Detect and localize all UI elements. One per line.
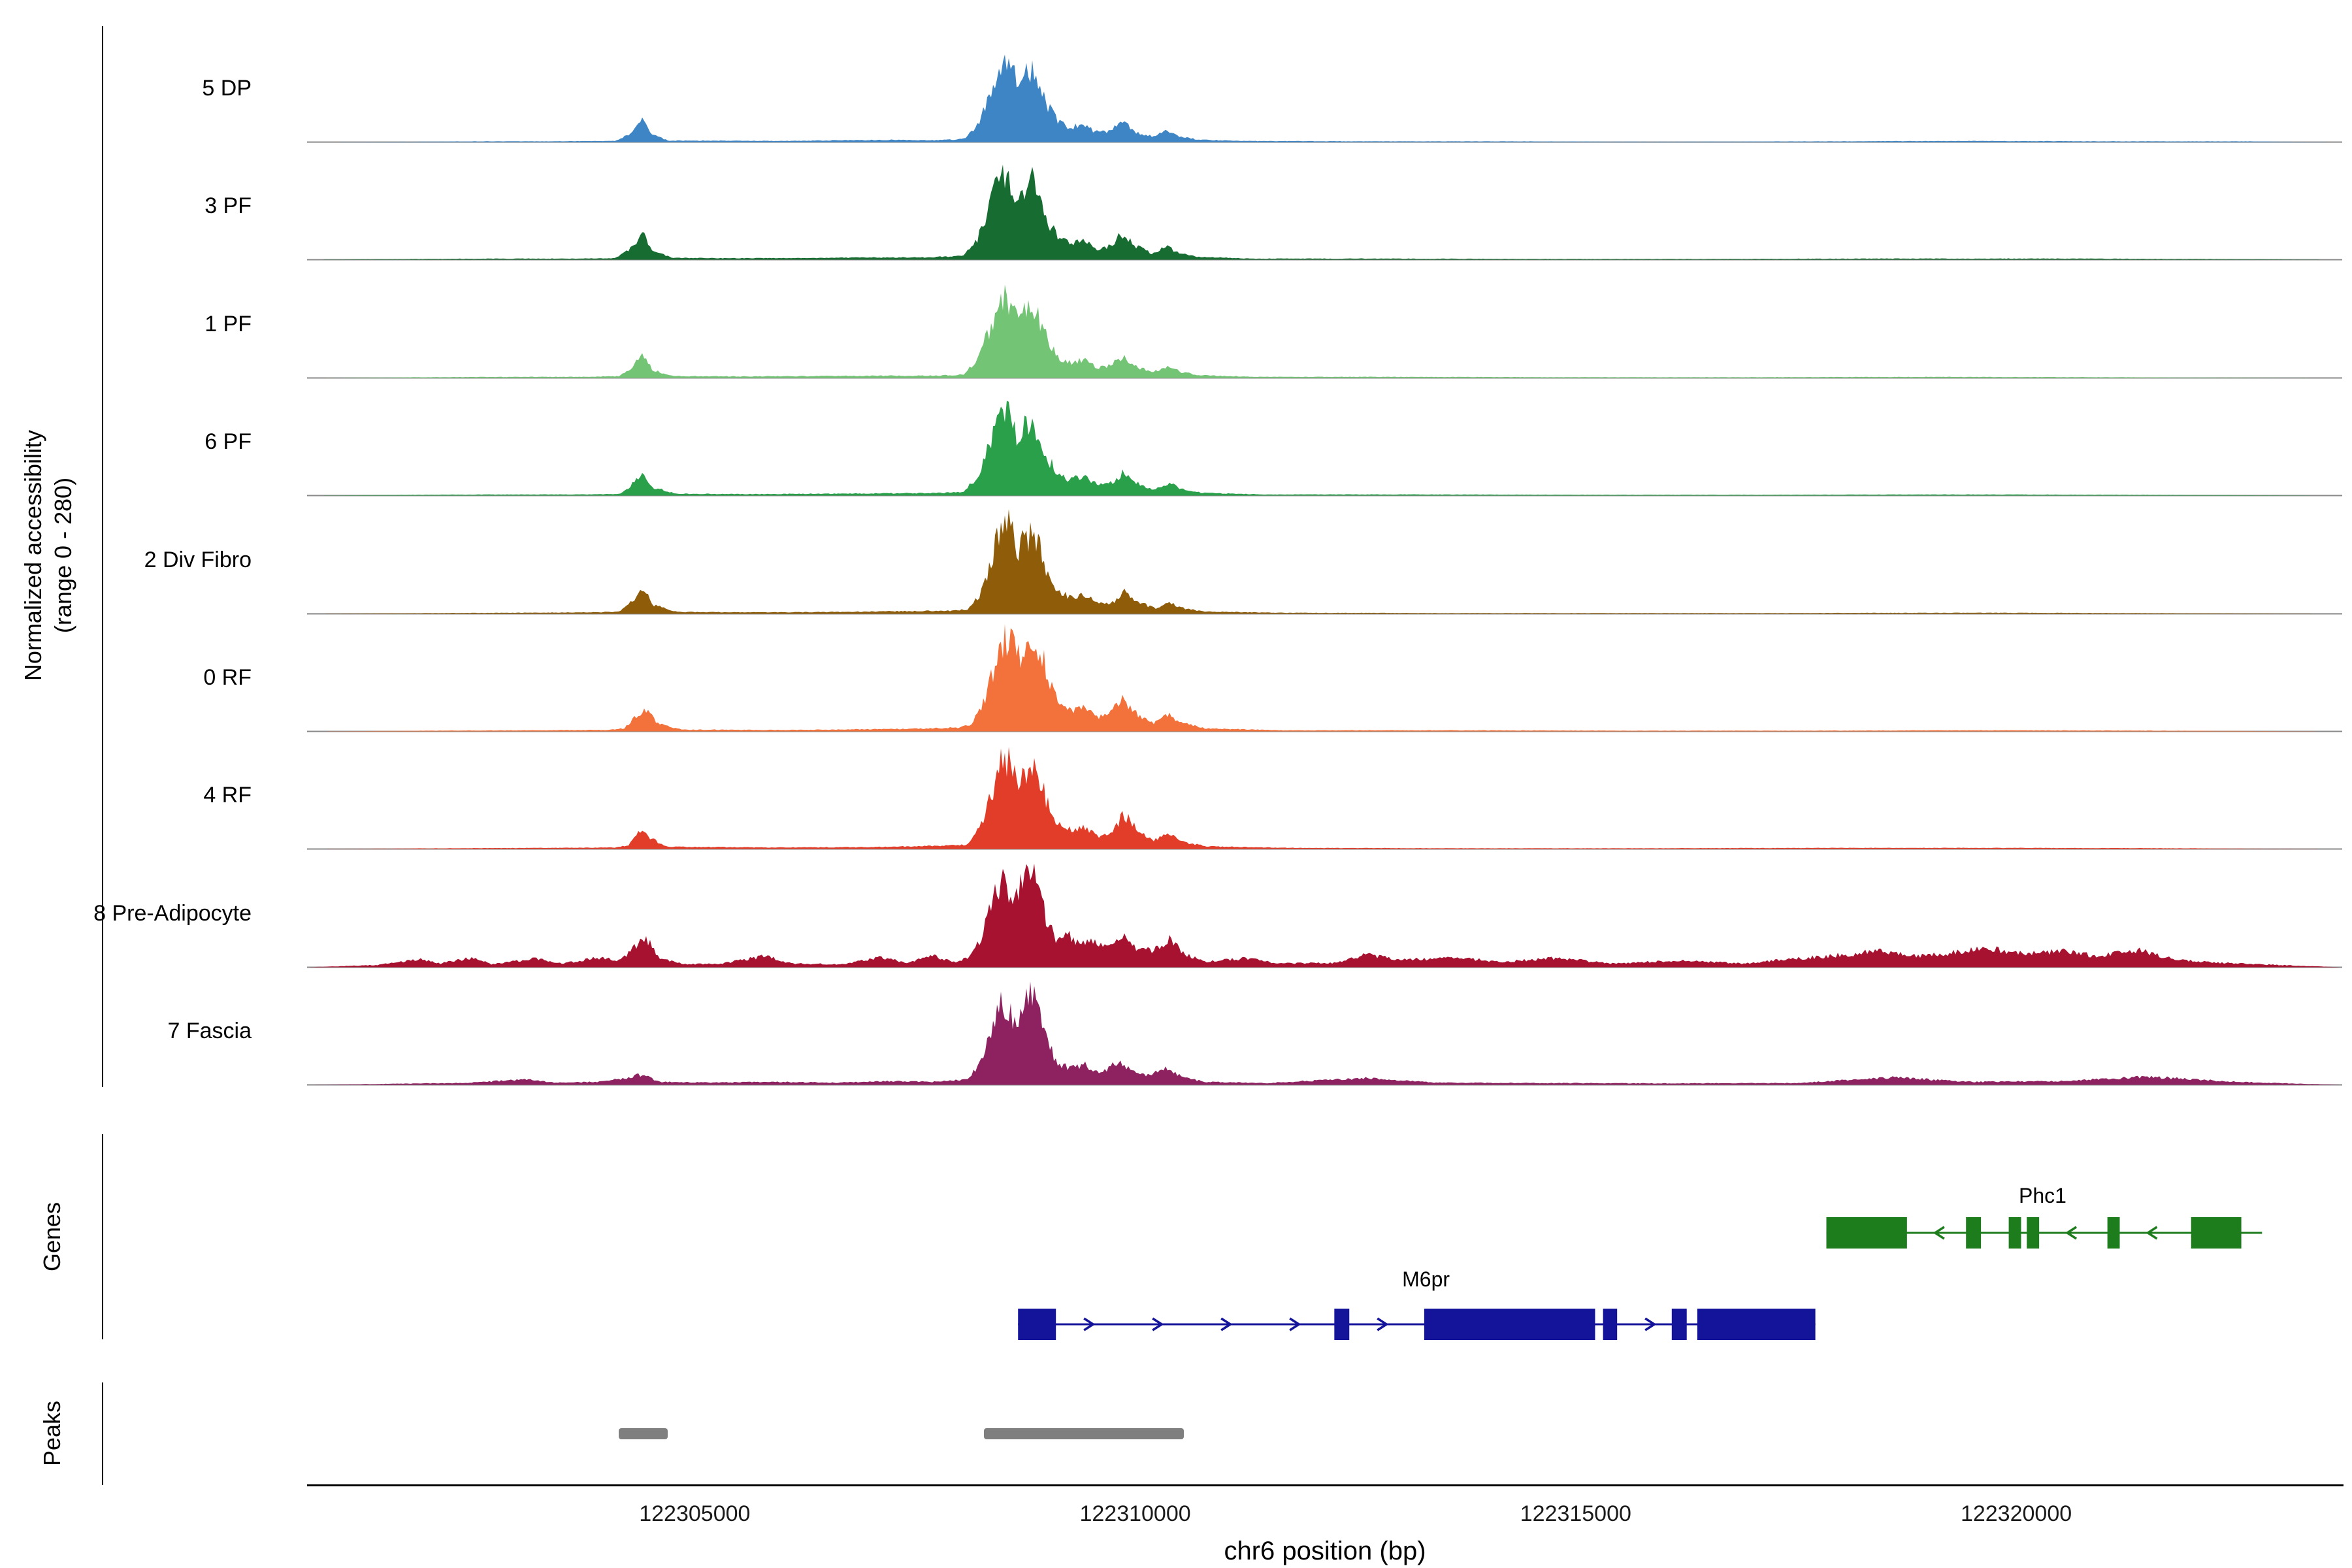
peak-interval-bar — [619, 1428, 668, 1439]
gene-exon — [1424, 1309, 1595, 1340]
gene-exon — [1697, 1309, 1816, 1340]
coverage-signal-plot — [307, 284, 2342, 379]
coverage-signal-plot — [307, 981, 2342, 1086]
coverage-signal-plot — [307, 54, 2342, 143]
track-label: 7 Fascia — [167, 1019, 252, 1044]
coverage-signal-area — [307, 747, 2342, 849]
x-axis-line — [307, 1484, 2344, 1486]
strand-direction-arrow-icon — [1933, 1226, 1945, 1240]
gene-exon — [2008, 1217, 2021, 1249]
gene-name-label: M6pr — [1402, 1267, 1450, 1291]
coverage-track-row: 7 Fascia — [0, 968, 2352, 1087]
gene-exon — [2191, 1217, 2242, 1249]
gene-exon — [1334, 1309, 1350, 1340]
coverage-signal-area — [307, 508, 2342, 614]
track-label: 4 RF — [203, 783, 252, 808]
strand-direction-arrow-icon — [1377, 1317, 1389, 1331]
coverage-signal-area — [307, 863, 2342, 968]
strand-direction-arrow-icon — [2065, 1226, 2078, 1240]
gene-model-m6pr: M6pr — [1018, 1267, 1816, 1340]
gene-exon — [2107, 1217, 2120, 1249]
peaks-section-label: Peaks — [39, 1400, 65, 1467]
gene-exon — [1671, 1309, 1687, 1340]
gene-exon — [2027, 1217, 2040, 1249]
coverage-signal-plot — [307, 863, 2342, 968]
track-label: 5 DP — [202, 76, 252, 101]
gene-annotation-track: Phc1 M6pr — [1018, 1184, 2262, 1340]
x-axis-tick-label: 122305000 — [639, 1501, 751, 1526]
gene-exon — [1966, 1217, 1982, 1249]
coverage-track-row: 6 PF — [0, 379, 2352, 498]
coverage-signal-plot — [307, 508, 2342, 615]
coverage-signal-area — [307, 54, 2342, 142]
coverage-signal-plot — [307, 747, 2342, 850]
track-label: 6 PF — [204, 429, 252, 455]
tracks-axis-line — [102, 26, 103, 1087]
strand-direction-arrow-icon — [1083, 1317, 1096, 1331]
gene-exon — [1018, 1309, 1056, 1340]
coverage-signal-area — [307, 165, 2342, 260]
coverage-signal-area — [307, 624, 2342, 732]
gene-exon — [1603, 1309, 1618, 1340]
track-label: 0 RF — [203, 665, 252, 690]
strand-direction-arrow-icon — [1644, 1317, 1657, 1331]
coverage-track-row: 8 Pre-Adipocyte — [0, 851, 2352, 970]
track-label: 1 PF — [204, 311, 252, 336]
coverage-signal-area — [307, 284, 2342, 378]
strand-direction-arrow-icon — [1289, 1317, 1301, 1331]
coverage-signal-plot — [307, 400, 2342, 497]
coverage-signal-area — [307, 981, 2342, 1085]
gene-name-label: Phc1 — [2019, 1184, 2066, 1207]
coverage-track-row: 2 Div Fibro — [0, 497, 2352, 616]
genes-axis-line — [102, 1134, 103, 1339]
track-label: 3 PF — [204, 193, 252, 219]
gene-exon — [1826, 1217, 1907, 1249]
strand-direction-arrow-icon — [1220, 1317, 1233, 1331]
x-axis-tick-label: 122320000 — [1960, 1501, 2072, 1526]
x-axis-title: chr6 position (bp) — [1224, 1537, 1426, 1565]
coverage-signal-plot — [307, 624, 2342, 732]
x-axis-tick-label: 122315000 — [1520, 1501, 1631, 1526]
coverage-track-row: 0 RF — [0, 615, 2352, 734]
track-label: 2 Div Fibro — [144, 547, 252, 572]
coverage-signal-plot — [307, 165, 2342, 261]
x-axis-tick-label: 122310000 — [1079, 1501, 1191, 1526]
genes-section-label: Genes — [39, 1201, 65, 1272]
peak-interval-bar — [983, 1428, 1184, 1439]
track-label: 8 Pre-Adipocyte — [93, 900, 252, 926]
coverage-track-row: 5 DP — [0, 25, 2352, 144]
coverage-track-row: 4 RF — [0, 732, 2352, 851]
coverage-track-row: 3 PF — [0, 143, 2352, 262]
gene-model-phc1: Phc1 — [1826, 1184, 2262, 1249]
coverage-track-row: 1 PF — [0, 261, 2352, 380]
strand-direction-arrow-icon — [1152, 1317, 1164, 1331]
coverage-signal-area — [307, 400, 2342, 496]
peaks-axis-line — [102, 1382, 103, 1485]
strand-direction-arrow-icon — [2146, 1226, 2158, 1240]
